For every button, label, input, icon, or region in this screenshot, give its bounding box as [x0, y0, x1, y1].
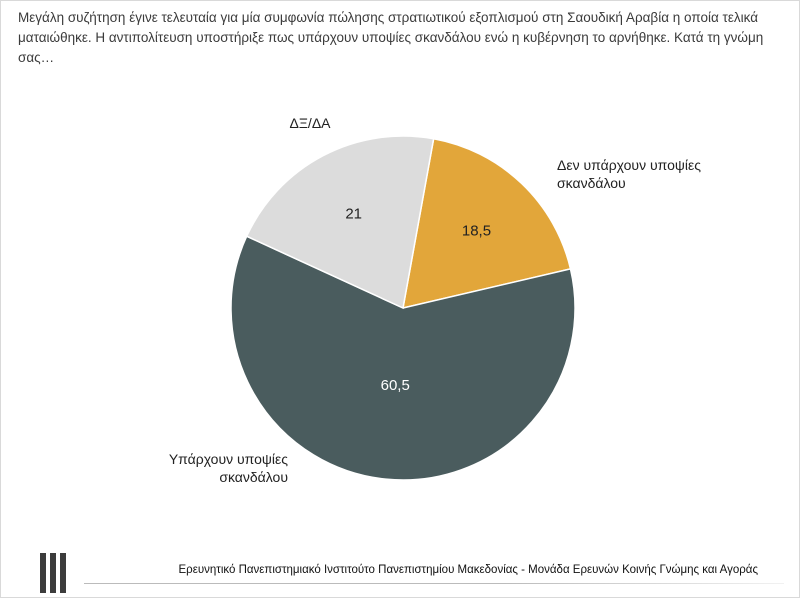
- data-label: 18,5: [462, 223, 491, 240]
- category-label: Δεν υπάρχουν υποψίες σκανδάλου: [557, 157, 701, 191]
- data-label: 60,5: [381, 377, 410, 394]
- footer-credit: Ερευνητικό Πανεπιστημιακό Ινστιτούτο Παν…: [178, 564, 759, 576]
- institute-logo-icon: [40, 553, 74, 593]
- question-text: Μεγάλη συζήτηση έγινε τελευταία για μία …: [18, 10, 764, 65]
- pie-slice: [402, 137, 572, 309]
- category-label: ΔΞ/ΔΑ: [289, 115, 331, 131]
- pie-slice: [245, 135, 435, 310]
- data-label: 21: [345, 205, 362, 222]
- pie-slice: [230, 235, 576, 481]
- category-label: Υπάρχουν υποψίες σκανδάλου: [169, 451, 288, 485]
- footer-divider: [84, 583, 784, 584]
